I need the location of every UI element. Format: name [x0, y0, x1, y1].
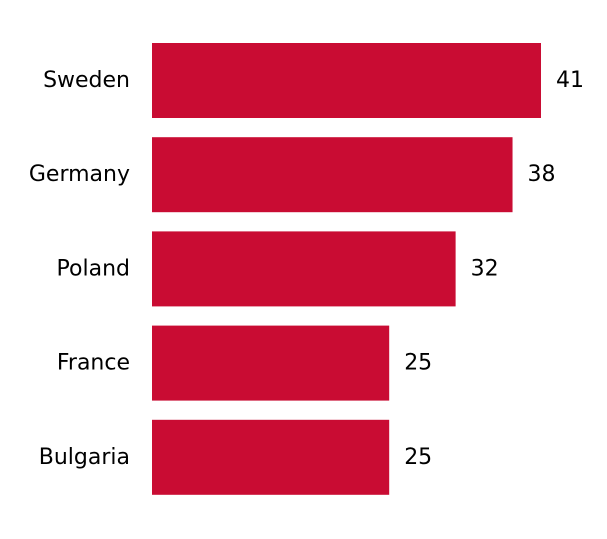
value-label-bulgaria: 25 [404, 445, 432, 470]
category-label-poland: Poland [57, 256, 130, 281]
bars-group [152, 43, 541, 495]
value-label-sweden: 41 [556, 68, 584, 93]
value-label-france: 25 [404, 351, 432, 376]
bar-france [152, 325, 390, 401]
bar-sweden [152, 43, 541, 118]
bar-poland [152, 231, 456, 307]
category-label-sweden: Sweden [43, 68, 130, 93]
category-labels-group: Sweden Germany Poland France Bulgaria [29, 68, 130, 470]
bar-germany [152, 137, 513, 213]
category-label-germany: Germany [29, 162, 130, 187]
value-labels-group: 41 38 32 25 25 [404, 68, 584, 470]
category-label-bulgaria: Bulgaria [39, 445, 130, 470]
category-label-france: France [57, 351, 130, 376]
value-label-germany: 38 [528, 162, 556, 187]
value-label-poland: 32 [471, 256, 499, 281]
bar-bulgaria [152, 419, 390, 495]
